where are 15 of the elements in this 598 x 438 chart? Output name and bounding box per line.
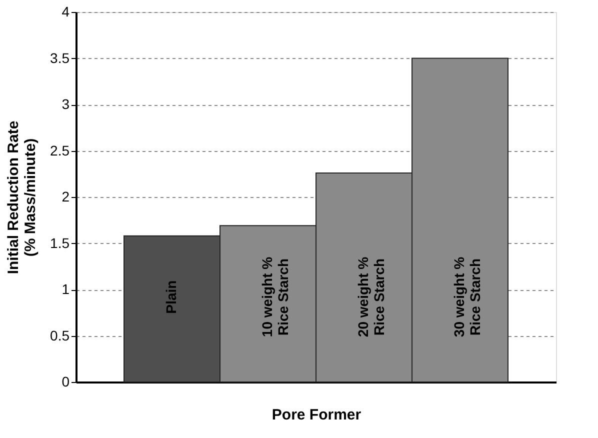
y-tick-label: 1.5 (50, 234, 70, 251)
y-tick-label: 3.5 (50, 50, 70, 66)
x-tick-label: 20 weight % Rice Starch (355, 256, 387, 338)
y-tick-label: 2.5 (50, 142, 70, 158)
x-axis-title: Pore Former (272, 406, 362, 424)
x-tick-label: 30 weight % Rice Starch (451, 256, 483, 338)
y-tick-label: 2 (62, 188, 70, 204)
y-axis-title: Initial Reduction Rate (% Mass/minute) (5, 120, 40, 274)
y-tick-label: 1 (62, 281, 70, 297)
y-tick-label: 3 (62, 96, 70, 112)
x-tick-label: 10 weight % Rice Starch (259, 256, 291, 338)
y-tick-label: 4 (62, 4, 70, 20)
y-tick-label: 0.5 (50, 327, 70, 344)
y-tick-label: 0 (62, 374, 70, 390)
x-tick-label: Plain (163, 280, 179, 314)
